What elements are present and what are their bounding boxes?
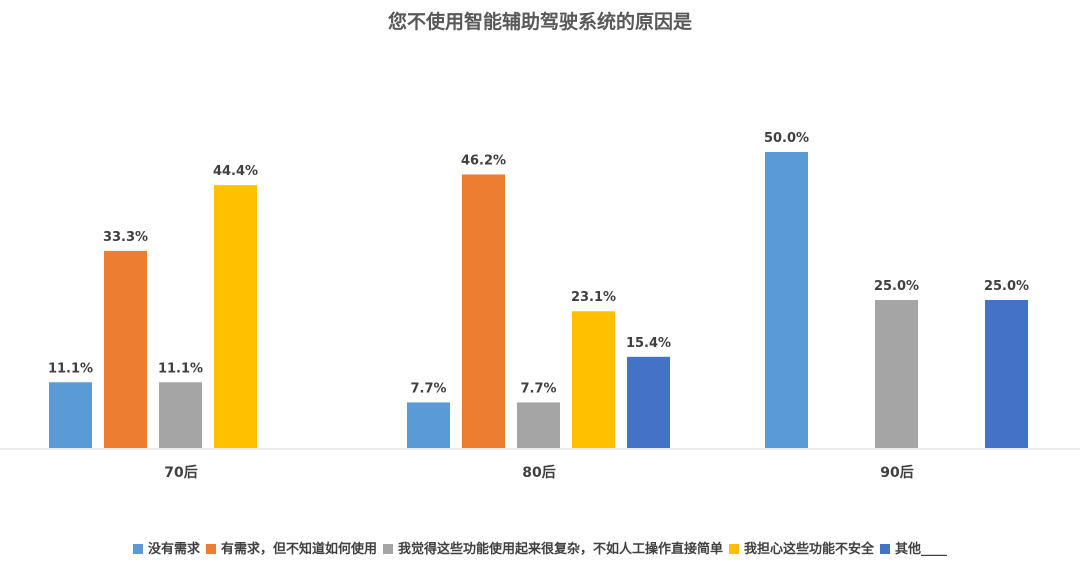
legend-label-3: 我觉得这些功能使用起来很复杂，不如人工操作直接简单: [397, 542, 723, 557]
legend-swatch-2: [205, 544, 216, 554]
legend-label-5: 其他____: [895, 542, 948, 557]
data-label-2-2: 46.2%: [461, 153, 506, 168]
bar-1-4: [214, 185, 257, 449]
bar-3-1: [765, 152, 808, 448]
data-label-2-1: 7.7%: [410, 381, 446, 396]
legend-item-1: 没有需求: [132, 538, 200, 557]
bars-layer: 11.1% 33.3% 11.1% 44.4% 7.7% 46.2% 7.7% 23.1% 15…: [48, 131, 1029, 449]
data-label-2-4: 23.1%: [571, 290, 616, 305]
category-label-2: 80后: [522, 464, 555, 481]
data-label-3-1: 50.0%: [764, 131, 809, 146]
bar-1-3: [159, 382, 202, 448]
legend-item-3: 我觉得这些功能使用起来很复杂，不如人工操作直接简单: [382, 538, 723, 557]
data-label-3-3: 25.0%: [874, 279, 919, 294]
legend: 没有需求 有需求，但不知道如何使用 我觉得这些功能使用起来很复杂，不如人工操作直接简…: [0, 538, 1080, 557]
category-labels: 70后 80后 90后: [164, 464, 913, 481]
data-label-2-5: 15.4%: [626, 336, 671, 351]
data-label-1-2: 33.3%: [103, 230, 148, 245]
data-label-3-5: 25.0%: [984, 279, 1029, 294]
legend-swatch-3: [382, 544, 393, 554]
legend-item-2: 有需求，但不知道如何使用: [205, 538, 377, 557]
bar-1-1: [49, 382, 92, 448]
category-label-1: 70后: [164, 464, 197, 481]
category-label-3: 90后: [880, 464, 913, 481]
chart-title: 您不使用智能辅助驾驶系统的原因是: [388, 10, 692, 33]
legend-swatch-1: [132, 544, 143, 554]
legend-swatch-4: [729, 544, 739, 554]
data-label-1-3: 11.1%: [158, 361, 203, 376]
bar-2-1: [407, 402, 450, 448]
bar-2-2: [462, 174, 505, 448]
legend-item-4: 我担心这些功能不安全: [729, 538, 874, 557]
bar-2-5: [627, 356, 670, 448]
legend-item-5: 其他____: [880, 538, 947, 557]
legend-label-2: 有需求，但不知道如何使用: [220, 542, 377, 557]
bar-2-4: [572, 311, 615, 448]
bar-3-3: [875, 300, 918, 448]
bar-2-3: [517, 402, 560, 448]
data-label-2-3: 7.7%: [520, 381, 556, 396]
bar-1-2: [104, 250, 147, 448]
bar-3-5: [985, 300, 1028, 448]
legend-label-1: 没有需求: [147, 542, 200, 557]
legend-swatch-5: [880, 544, 891, 554]
data-label-1-1: 11.1%: [48, 361, 93, 376]
legend-label-4: 我担心这些功能不安全: [744, 542, 875, 557]
data-label-1-4: 44.4%: [213, 164, 258, 179]
